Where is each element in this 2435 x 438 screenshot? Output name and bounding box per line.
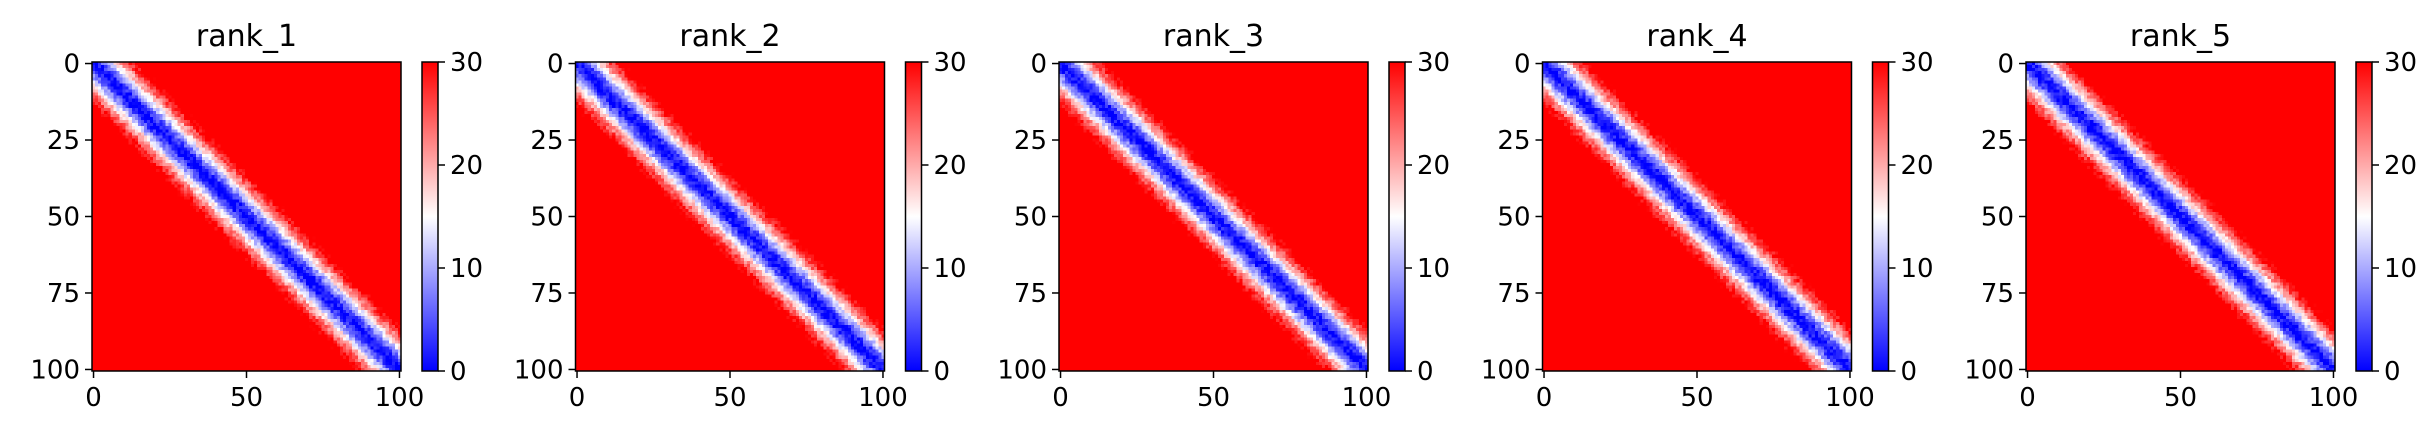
colorbar-tick-label: 0 <box>1901 357 1918 387</box>
x-tick-label: 100 <box>1825 383 1875 413</box>
colorbar-tick-label: 20 <box>1901 151 1934 181</box>
colorbar-tick-label: 10 <box>1901 254 1934 284</box>
colorbar-tick-label: 10 <box>450 254 483 284</box>
colorbar-tick-label: 20 <box>934 151 967 181</box>
heatmap-matrix <box>575 62 885 371</box>
y-tick-label: 75 <box>530 279 563 309</box>
x-tick-label: 50 <box>1680 383 1713 413</box>
y-tick-label: 50 <box>530 203 563 233</box>
y-tick-label: 100 <box>30 355 80 385</box>
x-tick-label: 0 <box>1052 383 1069 413</box>
y-tick-label: 75 <box>1014 279 1047 309</box>
heatmap-matrix <box>1059 62 1368 371</box>
heatmap-matrix <box>1542 62 1852 371</box>
y-tick-label: 50 <box>1497 203 1530 233</box>
x-tick-label: 50 <box>713 383 746 413</box>
panel-title: rank_1 <box>196 19 297 54</box>
colorbar-tick-label: 10 <box>1417 254 1450 284</box>
colorbar <box>904 61 923 372</box>
y-tick-label: 75 <box>1981 279 2014 309</box>
y-tick-label: 0 <box>1997 50 2014 80</box>
x-tick-label: 100 <box>375 383 425 413</box>
colorbar <box>1871 61 1890 372</box>
x-tick-label: 50 <box>230 383 263 413</box>
x-tick-label: 100 <box>2309 383 2359 413</box>
heatmap-matrix <box>92 62 401 371</box>
panel-title: rank_4 <box>1646 19 1747 54</box>
y-tick-label: 50 <box>1981 203 2014 233</box>
y-tick-label: 50 <box>1014 203 1047 233</box>
x-tick-label: 50 <box>1197 383 1230 413</box>
y-tick-label: 25 <box>1014 126 1047 156</box>
panel-title: rank_2 <box>679 19 780 54</box>
y-tick-label: 100 <box>1481 355 1531 385</box>
y-tick-label: 0 <box>547 50 564 80</box>
colorbar-tick-label: 20 <box>1417 151 1450 181</box>
heatmap-matrix <box>2026 62 2335 371</box>
y-tick-label: 0 <box>1514 50 1531 80</box>
x-tick-label: 0 <box>569 383 586 413</box>
colorbar <box>2355 61 2373 372</box>
colorbar-tick-label: 30 <box>2384 48 2417 78</box>
y-tick-label: 25 <box>1981 126 2014 156</box>
x-tick-label: 50 <box>2164 383 2197 413</box>
y-tick-label: 50 <box>47 203 80 233</box>
y-tick-label: 100 <box>1964 355 2014 385</box>
colorbar-tick-label: 30 <box>1417 48 1450 78</box>
y-tick-label: 25 <box>530 126 563 156</box>
y-tick-label: 0 <box>1030 50 1047 80</box>
y-tick-label: 25 <box>47 126 80 156</box>
x-tick-label: 0 <box>2019 383 2036 413</box>
x-tick-label: 100 <box>1342 383 1392 413</box>
x-tick-label: 0 <box>1536 383 1553 413</box>
colorbar-tick-label: 10 <box>934 254 967 284</box>
colorbar <box>421 61 439 372</box>
panel-title: rank_5 <box>2130 19 2231 54</box>
y-tick-label: 100 <box>514 355 564 385</box>
colorbar-tick-label: 0 <box>2384 357 2401 387</box>
colorbar-tick-label: 0 <box>450 357 467 387</box>
x-tick-label: 0 <box>85 383 102 413</box>
y-tick-label: 100 <box>997 355 1047 385</box>
y-tick-label: 75 <box>47 279 80 309</box>
colorbar-tick-label: 30 <box>1901 48 1934 78</box>
colorbar-tick-label: 20 <box>2384 151 2417 181</box>
colorbar-tick-label: 0 <box>934 357 951 387</box>
colorbar-tick-label: 0 <box>1417 357 1434 387</box>
colorbar-tick-label: 10 <box>2384 254 2417 284</box>
panel-title: rank_3 <box>1163 19 1264 54</box>
colorbar-tick-label: 30 <box>450 48 483 78</box>
y-tick-label: 75 <box>1497 279 1530 309</box>
y-tick-label: 25 <box>1497 126 1530 156</box>
x-tick-label: 100 <box>858 383 908 413</box>
y-tick-label: 0 <box>63 50 80 80</box>
colorbar-tick-label: 30 <box>934 48 967 78</box>
colorbar-tick-label: 20 <box>450 151 483 181</box>
colorbar <box>1388 61 1406 372</box>
